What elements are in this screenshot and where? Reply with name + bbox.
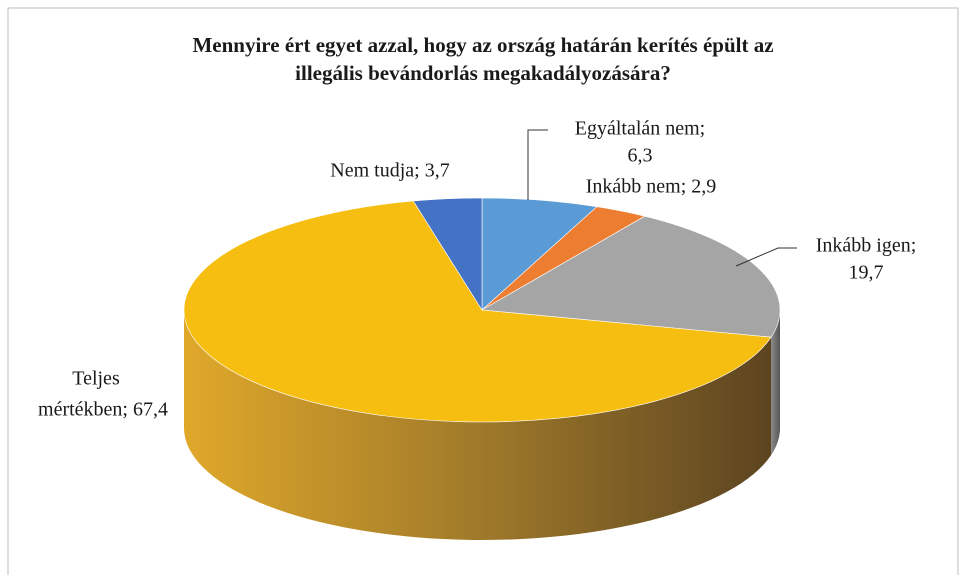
data-label: Teljes	[72, 368, 120, 390]
slice	[183, 200, 772, 423]
data-label: 6,3	[628, 145, 653, 167]
slice	[481, 197, 598, 311]
data-label: Inkább igen;	[816, 235, 917, 257]
slice-side	[771, 310, 780, 456]
data-label: Egyáltalán nem;	[575, 118, 706, 140]
leader-line	[735, 247, 797, 267]
slice	[481, 215, 781, 338]
data-label: Nem tudja; 3,7	[330, 160, 449, 182]
data-label: Inkább nem; 2,9	[586, 176, 717, 198]
slice	[412, 197, 483, 312]
data-label: 19,7	[849, 262, 884, 284]
chart-title: illegális bevándorlás megakadályozására?	[295, 61, 671, 85]
slice-side	[184, 310, 772, 541]
data-label: mértékben; 67,4	[38, 399, 168, 421]
leader-line	[527, 129, 548, 200]
chart-title: Mennyire ért egyet azzal, hogy az ország…	[192, 33, 773, 57]
